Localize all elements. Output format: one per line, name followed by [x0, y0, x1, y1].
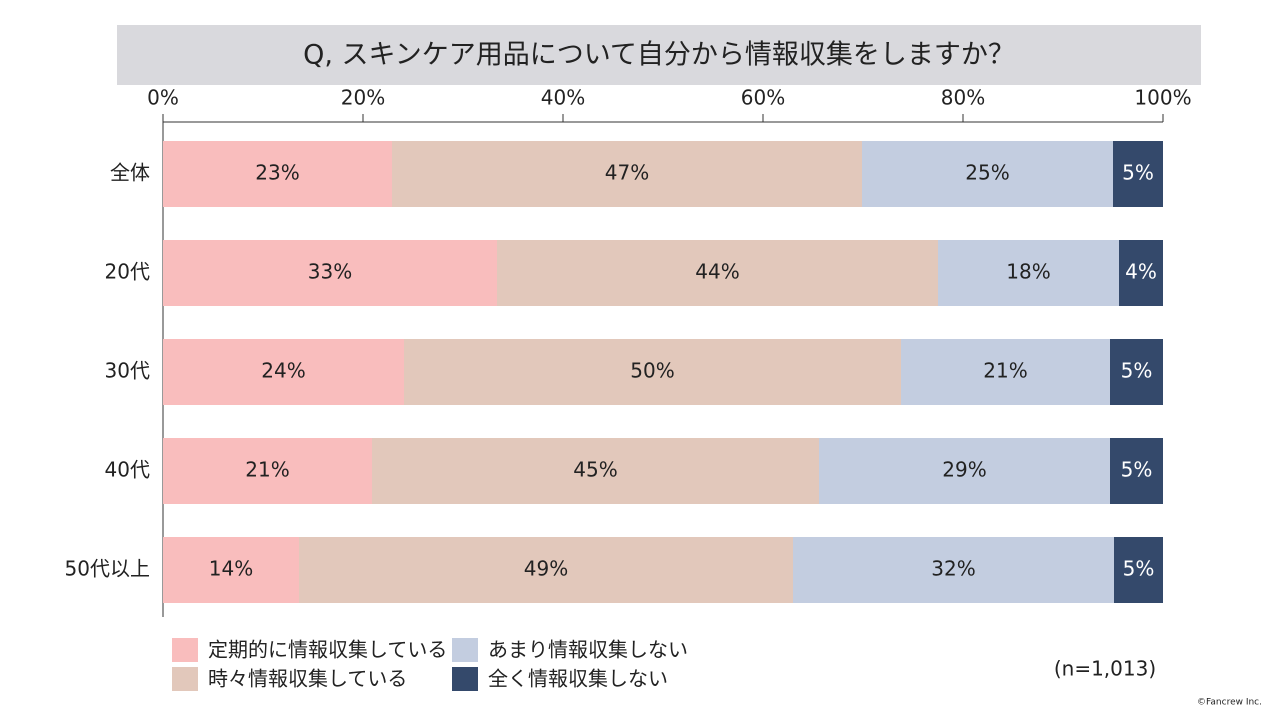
bar-segment	[299, 537, 793, 603]
legend-swatch	[452, 638, 478, 662]
y-tick-label: 50代以上	[65, 557, 150, 581]
data-label: 32%	[931, 557, 975, 581]
data-label: 18%	[1006, 260, 1050, 284]
x-tick-label: 40%	[541, 86, 585, 110]
data-label: 49%	[524, 557, 568, 581]
data-label: 29%	[942, 458, 986, 482]
bar-segment	[1119, 240, 1163, 306]
x-tick-label: 20%	[341, 86, 385, 110]
data-label: 5%	[1121, 359, 1153, 383]
bar-segment	[862, 141, 1113, 207]
bar-segment	[372, 438, 819, 504]
x-tick-label: 100%	[1134, 86, 1191, 110]
legend-swatch	[172, 638, 198, 662]
bar-segment	[1113, 141, 1163, 207]
legend-label: 定期的に情報収集している	[208, 638, 447, 662]
data-label: 25%	[965, 161, 1009, 185]
data-label: 44%	[695, 260, 739, 284]
x-tick-label: 60%	[741, 86, 785, 110]
bar-segment	[1110, 339, 1163, 405]
bar-segment	[163, 438, 372, 504]
data-label: 24%	[261, 359, 305, 383]
bar-segment	[938, 240, 1119, 306]
note: (n=1,013)	[1054, 657, 1156, 681]
bar-segment	[404, 339, 901, 405]
bar-segment	[163, 537, 299, 603]
data-label: 14%	[209, 557, 253, 581]
legend-label: 全く情報収集しない	[488, 667, 668, 691]
data-label: 4%	[1125, 260, 1157, 284]
legend-swatch	[172, 667, 198, 691]
data-label: 5%	[1121, 458, 1153, 482]
data-label: 5%	[1123, 557, 1155, 581]
legend-swatch	[452, 667, 478, 691]
y-tick-label: 30代	[105, 359, 150, 383]
y-tick-label: 全体	[110, 161, 150, 185]
bar-segment	[793, 537, 1114, 603]
x-tick-label: 80%	[941, 86, 985, 110]
legend-label: あまり情報収集しない	[488, 638, 688, 662]
credit: ©Fancrew Inc.	[1197, 698, 1262, 708]
chart-title: Q, スキンケア用品について自分から情報収集をしますか？	[303, 40, 1015, 71]
bar-segment	[163, 339, 404, 405]
y-tick-label: 20代	[105, 260, 150, 284]
data-label: 23%	[255, 161, 299, 185]
legend-label: 時々情報収集している	[208, 667, 407, 691]
bar-segment	[819, 438, 1110, 504]
y-tick-label: 40代	[105, 458, 150, 482]
x-tick-label: 0%	[147, 86, 179, 110]
bar-segment	[901, 339, 1110, 405]
bar-segment	[497, 240, 938, 306]
data-label: 45%	[573, 458, 617, 482]
bar-segment	[392, 141, 862, 207]
data-label: 33%	[308, 260, 352, 284]
data-label: 50%	[630, 359, 674, 383]
data-label: 21%	[983, 359, 1027, 383]
data-label: 47%	[605, 161, 649, 185]
data-label: 21%	[245, 458, 289, 482]
title-band	[117, 25, 1201, 85]
bar-segment	[163, 240, 497, 306]
data-label: 5%	[1122, 161, 1154, 185]
bar-segment	[1114, 537, 1163, 603]
bar-segment	[1110, 438, 1163, 504]
bar-segment	[163, 141, 392, 207]
